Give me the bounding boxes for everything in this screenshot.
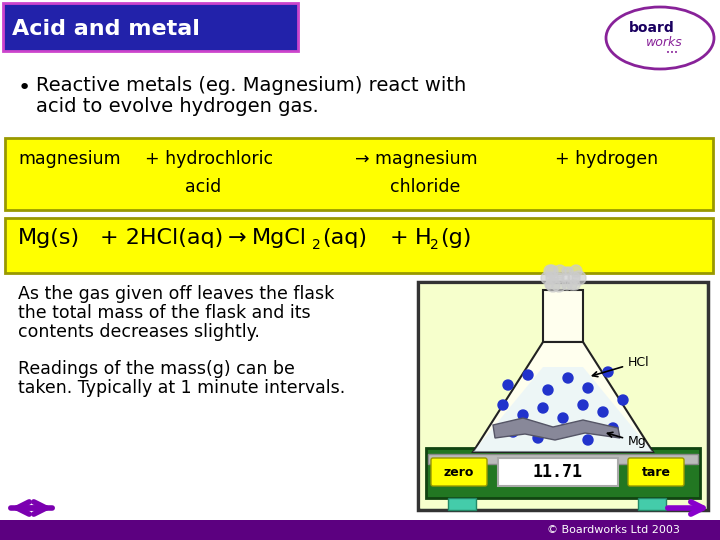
FancyBboxPatch shape: [5, 218, 713, 273]
Polygon shape: [473, 367, 653, 452]
Text: board: board: [629, 21, 675, 35]
Text: Mg: Mg: [608, 433, 647, 449]
Circle shape: [570, 265, 582, 277]
FancyBboxPatch shape: [448, 498, 476, 510]
FancyBboxPatch shape: [0, 520, 720, 540]
Text: Reactive metals (eg. Magnesium) react with: Reactive metals (eg. Magnesium) react wi…: [36, 76, 467, 95]
Circle shape: [554, 273, 564, 283]
Circle shape: [545, 281, 553, 289]
Circle shape: [603, 367, 613, 377]
Text: → magnesium: → magnesium: [355, 150, 477, 168]
Text: Mg(s): Mg(s): [18, 228, 80, 248]
Circle shape: [608, 423, 618, 433]
Text: tare: tare: [642, 465, 670, 478]
FancyBboxPatch shape: [638, 498, 666, 510]
Text: zero: zero: [444, 465, 474, 478]
Circle shape: [508, 427, 518, 437]
Circle shape: [544, 265, 556, 277]
Text: magnesium: magnesium: [18, 150, 121, 168]
Text: (g): (g): [440, 228, 472, 248]
Circle shape: [562, 267, 570, 275]
Text: chloride: chloride: [390, 178, 460, 196]
FancyBboxPatch shape: [628, 458, 684, 486]
Text: + 2HCl(aq): + 2HCl(aq): [100, 228, 223, 248]
Polygon shape: [493, 418, 620, 440]
Circle shape: [523, 370, 533, 380]
FancyBboxPatch shape: [420, 284, 706, 508]
Text: H: H: [415, 228, 431, 248]
Circle shape: [618, 395, 628, 405]
Circle shape: [583, 383, 593, 393]
Text: + hydrochloric: + hydrochloric: [145, 150, 273, 168]
Text: +: +: [390, 228, 409, 248]
Text: Acid and metal: Acid and metal: [12, 19, 200, 39]
Text: the total mass of the flask and its: the total mass of the flask and its: [18, 304, 310, 322]
FancyBboxPatch shape: [431, 458, 487, 486]
Text: MgCl: MgCl: [252, 228, 307, 248]
Text: (aq): (aq): [322, 228, 367, 248]
Text: © Boardworks Ltd 2003: © Boardworks Ltd 2003: [547, 525, 680, 535]
Polygon shape: [543, 290, 583, 342]
Circle shape: [498, 400, 508, 410]
Circle shape: [567, 280, 577, 290]
Text: contents decreases slightly.: contents decreases slightly.: [18, 323, 260, 341]
Circle shape: [562, 274, 570, 282]
Circle shape: [533, 433, 543, 443]
FancyBboxPatch shape: [428, 454, 698, 464]
Ellipse shape: [606, 7, 714, 69]
Circle shape: [562, 280, 572, 290]
Circle shape: [518, 410, 528, 420]
FancyBboxPatch shape: [498, 458, 618, 486]
Text: 2: 2: [430, 238, 438, 252]
Text: works: works: [646, 36, 683, 49]
FancyBboxPatch shape: [3, 3, 298, 51]
Text: Readings of the mass(g) can be: Readings of the mass(g) can be: [18, 360, 295, 378]
Text: + hydrogen: + hydrogen: [555, 150, 658, 168]
Text: HCl: HCl: [593, 355, 649, 377]
Text: taken. Typically at 1 minute intervals.: taken. Typically at 1 minute intervals.: [18, 379, 346, 397]
Circle shape: [503, 380, 513, 390]
FancyBboxPatch shape: [426, 448, 700, 498]
FancyBboxPatch shape: [5, 138, 713, 210]
Circle shape: [546, 272, 558, 284]
FancyBboxPatch shape: [418, 282, 708, 510]
Text: →: →: [228, 228, 247, 248]
Text: •••: •••: [666, 50, 678, 56]
Text: acid: acid: [185, 178, 221, 196]
Circle shape: [572, 271, 586, 285]
Circle shape: [578, 400, 588, 410]
Circle shape: [558, 413, 568, 423]
Circle shape: [552, 278, 566, 292]
Polygon shape: [473, 342, 653, 452]
Text: 11.71: 11.71: [533, 463, 583, 481]
Text: As the gas given off leaves the flask: As the gas given off leaves the flask: [18, 285, 334, 303]
Circle shape: [598, 407, 608, 417]
Circle shape: [546, 278, 560, 292]
Circle shape: [541, 272, 553, 284]
Circle shape: [554, 265, 566, 277]
Circle shape: [568, 272, 580, 284]
Circle shape: [546, 265, 558, 277]
Text: •: •: [18, 78, 31, 98]
Circle shape: [565, 267, 573, 275]
Text: acid to evolve hydrogen gas.: acid to evolve hydrogen gas.: [36, 97, 319, 116]
Text: 2: 2: [312, 238, 320, 252]
Circle shape: [583, 435, 593, 445]
Circle shape: [543, 385, 553, 395]
Circle shape: [558, 425, 568, 435]
Circle shape: [563, 373, 573, 383]
Circle shape: [538, 403, 548, 413]
Circle shape: [570, 280, 580, 290]
